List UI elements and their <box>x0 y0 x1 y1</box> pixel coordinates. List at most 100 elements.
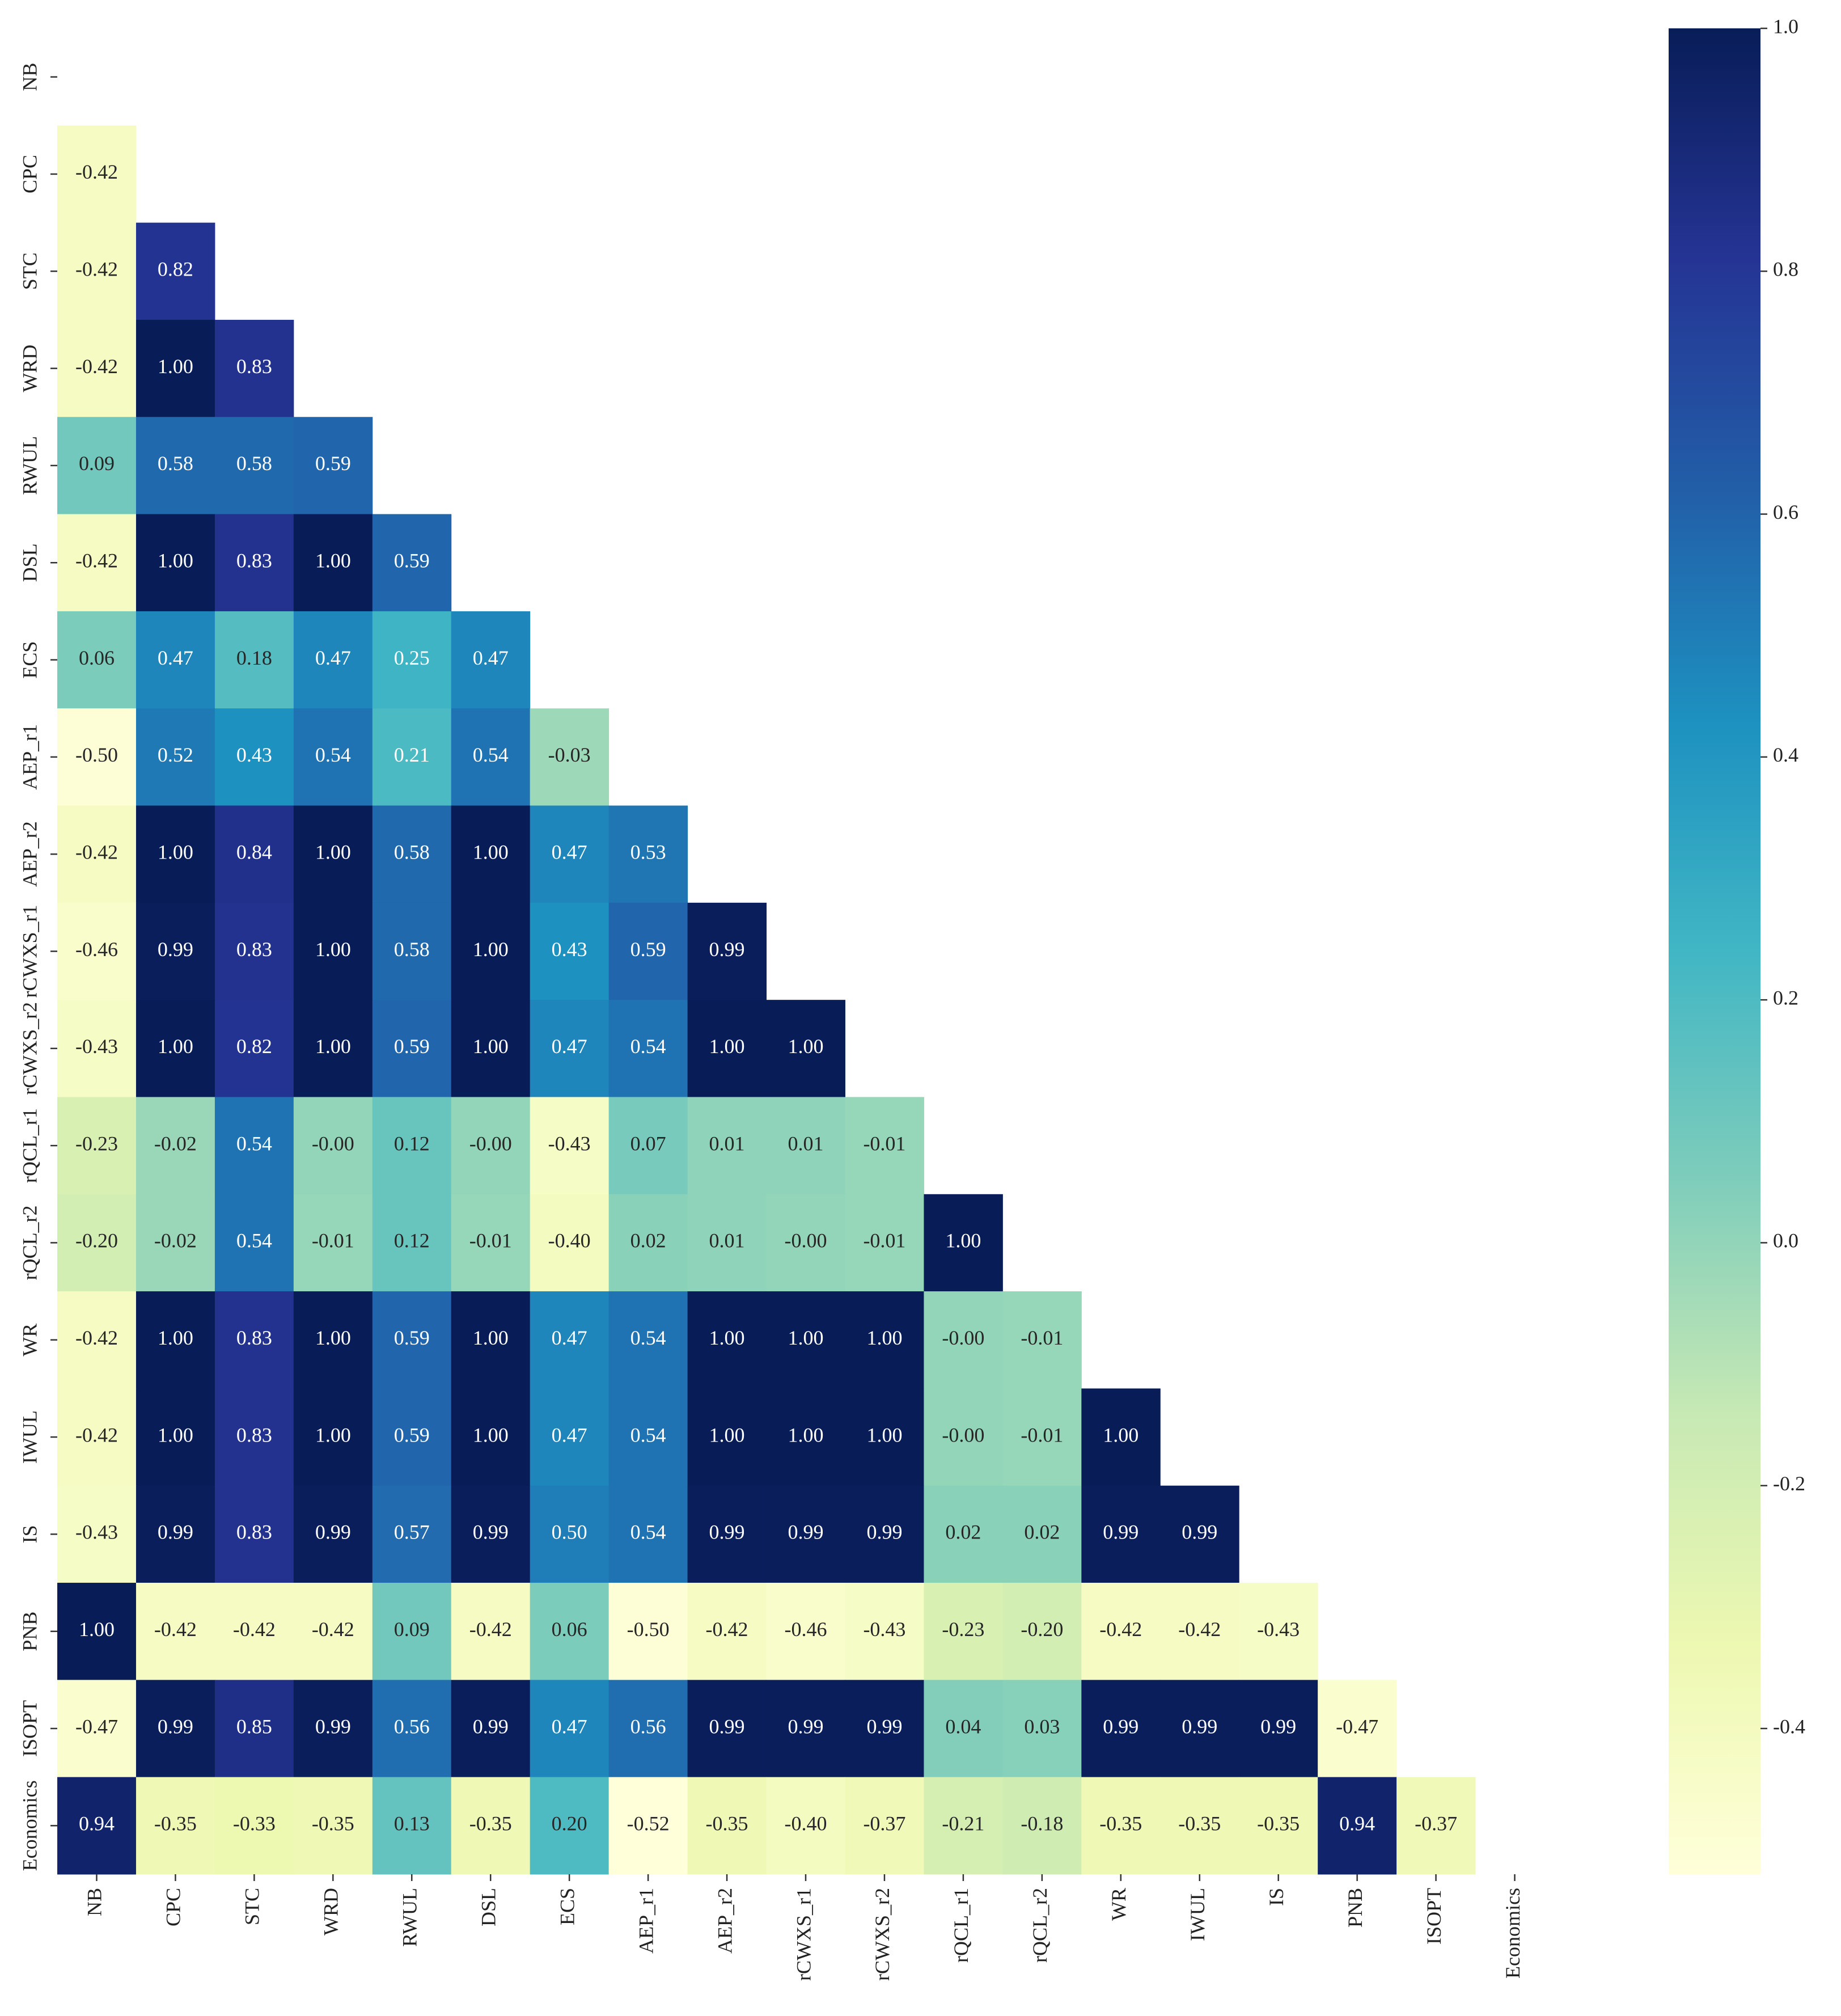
cell-label: -0.42 <box>154 1618 197 1641</box>
heatmap-cell <box>687 1680 767 1778</box>
cell-label: 0.59 <box>394 550 430 572</box>
heatmap-cell <box>136 417 215 515</box>
cell-label: 0.99 <box>866 1715 902 1738</box>
y-tick-label: AEP_r2 <box>18 821 41 887</box>
x-tick-label: AEP_r1 <box>634 1888 657 1954</box>
cell-label: 0.21 <box>394 743 430 766</box>
heatmap-cell <box>1002 1680 1082 1778</box>
cell-label: 0.83 <box>236 550 272 572</box>
y-tick-label: CPC <box>18 155 41 193</box>
heatmap-cell <box>924 1485 1003 1583</box>
heatmap-cell <box>766 1000 845 1097</box>
cell-label: 0.58 <box>394 840 430 863</box>
cell-label: -0.43 <box>863 1618 905 1641</box>
cell-label: -0.03 <box>548 743 591 766</box>
heatmap-cell <box>136 611 215 709</box>
cell-label: -0.00 <box>469 1132 512 1155</box>
cell-label: -0.01 <box>312 1229 354 1252</box>
cell-label: -0.47 <box>75 1715 118 1738</box>
cell-label: 1.00 <box>158 1326 193 1349</box>
heatmap-cell <box>1002 1388 1082 1486</box>
heatmap-cell <box>608 902 688 1000</box>
colorbar-tick-label: 0.6 <box>1773 501 1798 523</box>
cell-label: -0.43 <box>1257 1618 1300 1641</box>
x-tick-label: IWUL <box>1186 1888 1209 1941</box>
heatmap-cell <box>57 1194 137 1292</box>
heatmap-cell <box>530 902 610 1000</box>
heatmap-cell <box>845 1583 924 1680</box>
cell-label: -0.46 <box>75 938 118 961</box>
heatmap-cell <box>451 1583 531 1680</box>
cell-label: 0.09 <box>394 1618 430 1641</box>
cell-label: 1.00 <box>473 1035 509 1058</box>
heatmap-cell <box>136 222 215 320</box>
cell-label: -0.42 <box>233 1618 276 1641</box>
heatmap-cell <box>57 125 137 223</box>
cell-label: -0.43 <box>548 1132 591 1155</box>
cell-label: 1.00 <box>473 1326 509 1349</box>
heatmap-cell <box>372 1194 452 1292</box>
cell-label: -0.35 <box>312 1812 354 1835</box>
cell-label: -0.35 <box>1257 1812 1300 1835</box>
heatmap-cell <box>451 1000 531 1097</box>
cell-label: 0.99 <box>1182 1521 1217 1544</box>
cell-label: 0.43 <box>552 938 587 961</box>
cell-label: 0.47 <box>552 1423 587 1446</box>
cell-label: 0.59 <box>394 1326 430 1349</box>
heatmap-cell <box>293 1583 373 1680</box>
heatmap-cell <box>1081 1485 1161 1583</box>
cell-label: 0.83 <box>236 1423 272 1446</box>
heatmap-cell <box>372 1291 452 1389</box>
x-tick-label: CPC <box>162 1888 185 1926</box>
cell-label: 0.99 <box>158 1521 193 1544</box>
cell-label: -0.37 <box>863 1812 905 1835</box>
cell-label: -0.42 <box>75 1423 118 1446</box>
cell-label: -0.43 <box>75 1035 118 1058</box>
cell-label: 0.56 <box>630 1715 666 1738</box>
cell-label: 0.02 <box>945 1521 981 1544</box>
x-tick-label: rCWXS_r1 <box>792 1888 815 1981</box>
heatmap-cell <box>293 1291 373 1389</box>
cell-label: 0.83 <box>236 938 272 961</box>
heatmap-cell <box>214 319 294 417</box>
cell-label: 1.00 <box>158 1035 193 1058</box>
cell-label: 0.47 <box>552 1326 587 1349</box>
heatmap-cell <box>293 1194 373 1292</box>
heatmap-cell <box>530 1097 610 1195</box>
heatmap-cell <box>57 1388 137 1486</box>
y-tick-label: rQCL_r1 <box>18 1108 41 1183</box>
heatmap-cell <box>136 1583 215 1680</box>
x-tick-label: ISOPT <box>1423 1888 1445 1945</box>
cell-label: 1.00 <box>866 1423 902 1446</box>
cell-label: -0.42 <box>1099 1618 1142 1641</box>
heatmap-cell <box>924 1194 1003 1292</box>
cell-label: 0.20 <box>552 1812 587 1835</box>
heatmap-cell <box>845 1291 924 1389</box>
heatmap-cell <box>451 1777 531 1875</box>
heatmap-cell <box>57 417 137 515</box>
heatmap-cell <box>608 805 688 903</box>
cell-label: -0.35 <box>469 1812 512 1835</box>
cell-label: -0.20 <box>75 1229 118 1252</box>
cell-label: 0.53 <box>630 840 666 863</box>
cell-label: 0.83 <box>236 355 272 378</box>
x-tick-label: NB <box>83 1888 106 1916</box>
heatmap-cell <box>530 1194 610 1292</box>
heatmap-cell <box>57 1000 137 1097</box>
heatmap-cell <box>530 1388 610 1486</box>
cell-label: 0.99 <box>158 938 193 961</box>
cell-label: -0.50 <box>627 1618 670 1641</box>
heatmap-cell <box>845 1194 924 1292</box>
heatmap-cell <box>293 1097 373 1195</box>
heatmap-cell <box>214 1583 294 1680</box>
cell-label: 1.00 <box>158 355 193 378</box>
heatmap-cell <box>687 1097 767 1195</box>
cell-label: 0.59 <box>394 1423 430 1446</box>
y-tick-label: rQCL_r2 <box>18 1205 41 1280</box>
cell-label: 0.59 <box>630 938 666 961</box>
cell-label: 0.99 <box>1103 1521 1139 1544</box>
colorbar <box>1669 28 1760 1874</box>
heatmap-cell <box>372 1680 452 1778</box>
cell-label: 1.00 <box>158 1423 193 1446</box>
heatmap-cell <box>136 1097 215 1195</box>
